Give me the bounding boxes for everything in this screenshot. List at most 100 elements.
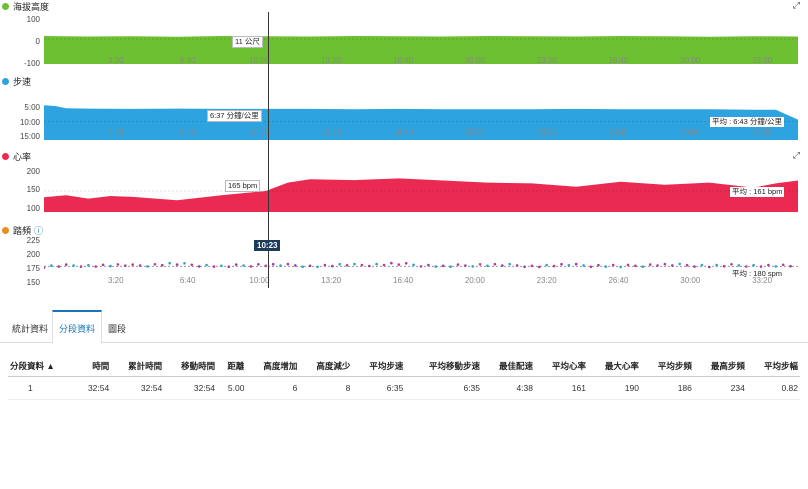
column-header[interactable]: 最大心率 xyxy=(587,356,641,377)
cadence-point xyxy=(752,263,755,267)
x-tick-label: 20:00 xyxy=(464,276,485,285)
cadence-point xyxy=(545,263,548,267)
cadence-point xyxy=(700,263,704,267)
ytick: -100 xyxy=(23,59,40,68)
heart-rate-plot[interactable] xyxy=(44,170,798,212)
x-axis-ticks: 3:20 6:40 10:00 13:20 16:40 20:00 23:20 26:40 30… xyxy=(0,276,808,286)
cadence-point xyxy=(648,263,652,266)
x-tick-label: 16:40 xyxy=(393,276,414,285)
x-tick-label: 23:20 xyxy=(536,56,557,65)
tab-bar: 統計資料 分段資料 圖段 xyxy=(0,310,808,344)
x-tick-label: 6:40 xyxy=(179,276,196,285)
x-tick-label: 33:20 xyxy=(752,276,773,285)
cadence-point xyxy=(597,263,600,267)
tab-statistics[interactable]: 統計資料 xyxy=(12,324,49,334)
cadence-point xyxy=(116,263,120,266)
x-tick-label: 3:20 xyxy=(108,56,124,65)
column-header[interactable]: 移動時間 xyxy=(164,356,218,377)
table-cell: 5.00 xyxy=(217,376,247,400)
cadence-point xyxy=(294,264,297,267)
time-cursor-line[interactable] xyxy=(268,12,269,288)
cadence-point xyxy=(257,263,260,266)
x-tick-label: 3:20 xyxy=(108,276,124,285)
heart-rate-hover-label: 165 bpm xyxy=(225,180,261,192)
cadence-point xyxy=(671,264,674,267)
cadence-point xyxy=(767,263,770,267)
column-header[interactable]: 分段資料 ▲ xyxy=(8,356,76,377)
x-tick-label: 16:40 xyxy=(393,128,414,137)
cadence-point xyxy=(382,263,386,267)
cadence-point xyxy=(131,263,134,266)
x-tick-label: 33:20 xyxy=(752,128,773,137)
column-header[interactable]: 高度增加 xyxy=(246,356,300,377)
cadence-point xyxy=(146,265,149,268)
cadence-point xyxy=(656,264,659,267)
cadence-plot[interactable] xyxy=(44,240,798,284)
heart-rate-dot-icon xyxy=(2,152,9,160)
help-icon[interactable]: ⓘ xyxy=(34,225,44,236)
column-header[interactable]: 平均步頻 xyxy=(640,356,694,377)
x-tick-label: 26:40 xyxy=(608,56,629,65)
column-header[interactable]: 平均心率 xyxy=(534,356,588,377)
table-cell: 8 xyxy=(299,376,353,400)
x-tick-label: 16:40 xyxy=(393,56,414,65)
table-cell: 1 xyxy=(8,376,76,400)
tab-laps[interactable]: 分段資料 xyxy=(52,310,103,344)
cadence-point xyxy=(441,264,445,268)
cadence-point xyxy=(345,264,349,267)
column-header[interactable]: 平均步速 xyxy=(352,356,406,377)
cadence-point xyxy=(730,263,733,266)
elevation-chart: 海拔高度 ⤢ 100 0 -100 11 公尺 3:20 6:40 10:00 13:… xyxy=(0,0,808,72)
cadence-point xyxy=(301,265,305,269)
cadence-point xyxy=(94,265,97,268)
cadence-point xyxy=(486,264,489,268)
cadence-point xyxy=(685,263,689,267)
elevation-chart-header: 海拔高度 xyxy=(2,0,49,12)
tab-segments[interactable]: 圖段 xyxy=(108,324,127,334)
ytick: 0 xyxy=(35,37,40,46)
cadence-point xyxy=(708,265,711,269)
cadence-point xyxy=(759,265,763,268)
expand-icon[interactable]: ⤢ xyxy=(792,0,800,10)
table-cell: 32:54 xyxy=(111,376,165,400)
x-tick-label: 3:20 xyxy=(108,128,124,137)
table-header-row: 分段資料 ▲ 時間 累計時間 移動時間 距離 高度增加 高度減少 平均步速 平均移動步速 最佳配速… xyxy=(8,356,800,377)
table-cell: 6:35 xyxy=(405,376,483,400)
cadence-point xyxy=(175,263,179,266)
cadence-point xyxy=(205,263,208,267)
cadence-point xyxy=(449,265,452,268)
cadence-point xyxy=(368,264,371,268)
column-header[interactable]: 最高步頻 xyxy=(693,356,747,377)
cadence-point xyxy=(604,265,608,268)
cadence-point xyxy=(737,264,741,267)
column-header[interactable]: 高度減少 xyxy=(299,356,353,377)
column-header[interactable]: 最佳配速 xyxy=(482,356,535,377)
pace-dot-icon xyxy=(2,77,9,85)
column-header[interactable]: 平均移動步速 xyxy=(405,356,483,377)
cadence-point xyxy=(57,265,61,268)
expand-icon[interactable]: ⤢ xyxy=(792,150,800,160)
table-cell: 161 xyxy=(534,376,588,400)
cadence-point xyxy=(50,264,53,267)
x-tick-label: 23:20 xyxy=(536,276,557,285)
cadence-point xyxy=(360,263,364,267)
cadence-title: 踏頻 xyxy=(13,225,32,236)
table-row[interactable]: 1 32:54 32:54 32:54 5.00 6 8 6:35 6:35 4:38 161 190… xyxy=(8,376,800,400)
pace-chart-header: 步速 xyxy=(2,75,31,87)
ytick: 15:00 xyxy=(19,132,40,141)
column-header[interactable]: 累計時間 xyxy=(111,356,165,377)
x-tick-label: 30:00 xyxy=(680,276,701,285)
cadence-point xyxy=(789,264,792,268)
cadence-point xyxy=(567,264,571,267)
column-header[interactable]: 時間 xyxy=(75,356,112,377)
cadence-point xyxy=(234,263,238,266)
cadence-point xyxy=(124,264,127,267)
cadence-point xyxy=(279,264,282,267)
cadence-point xyxy=(774,265,778,268)
table-cell: 6 xyxy=(246,376,300,400)
x-axis-ticks: 3:20 6:40 10:00 13:20 16:40 20:00 23:20 26:40 30… xyxy=(0,56,808,66)
cadence-point xyxy=(190,263,194,267)
column-header[interactable]: 距離 xyxy=(217,356,247,377)
ytick: 10:00 xyxy=(19,118,40,127)
column-header[interactable]: 平均步幅 xyxy=(746,356,800,377)
